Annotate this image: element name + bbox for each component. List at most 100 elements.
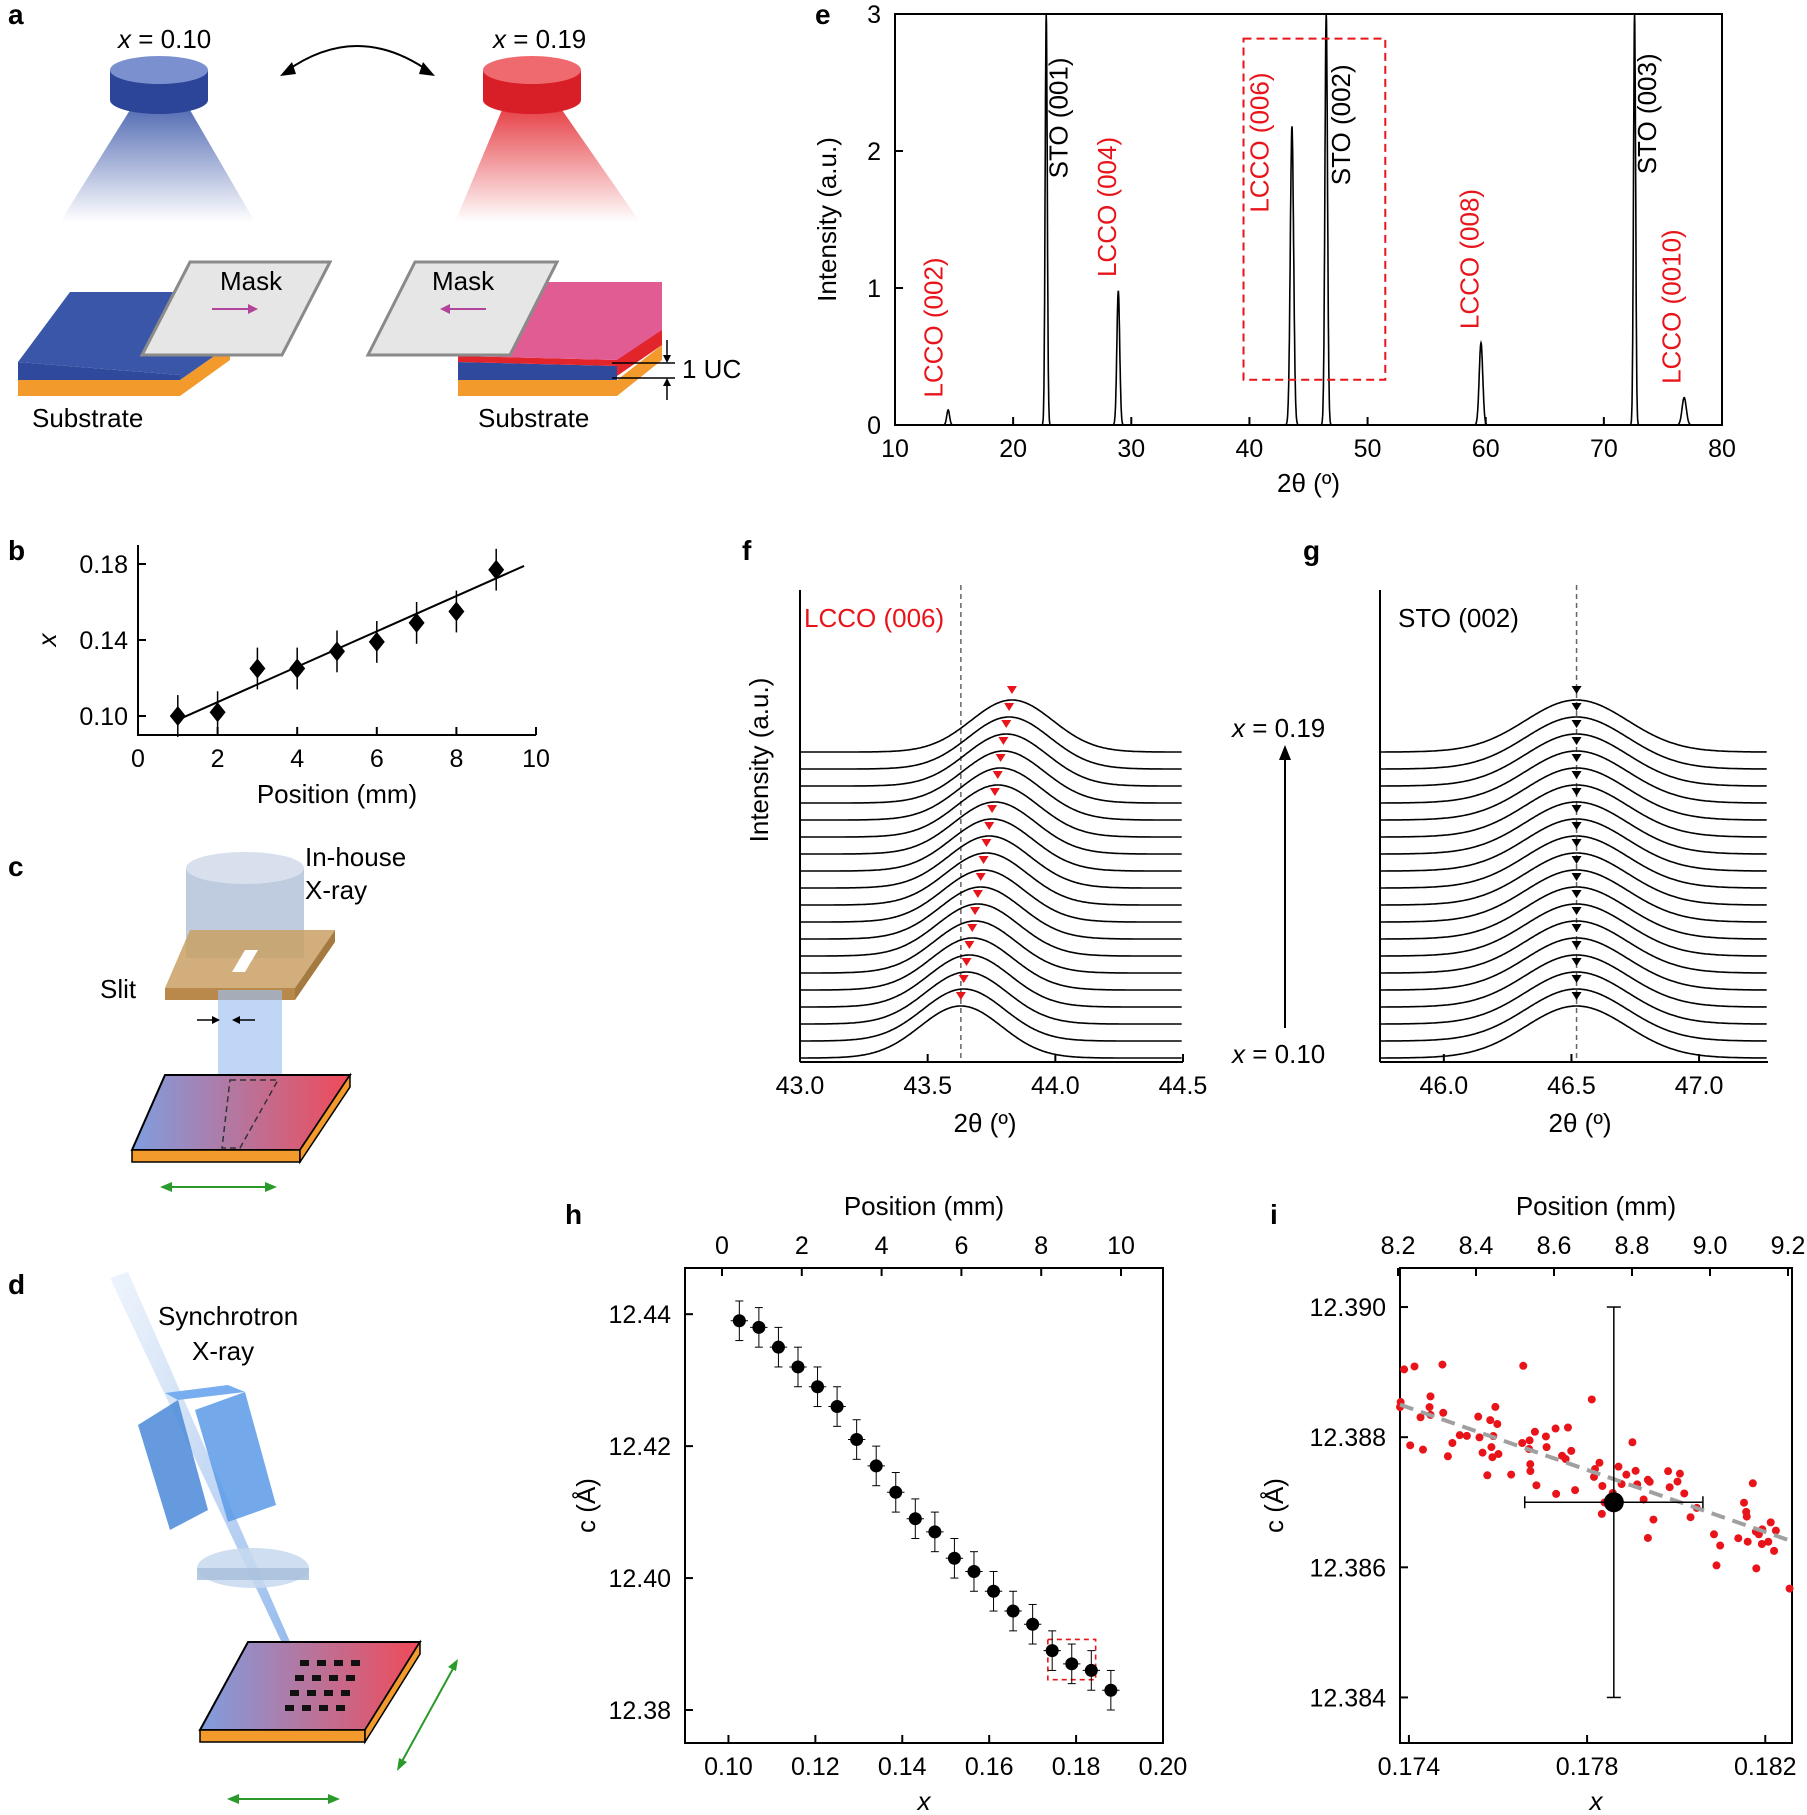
mask-left-arrow-head	[248, 304, 258, 314]
h-xtick-label: 0.14	[878, 1753, 927, 1781]
i-scatter-point	[1631, 1466, 1640, 1475]
b-xtick-label: 8	[449, 745, 463, 773]
e-ytick-label: 1	[867, 275, 881, 303]
i-scatter-point	[1519, 1361, 1528, 1370]
i-scatter-point	[1532, 1481, 1541, 1490]
slit-arrow-left-head	[212, 1016, 220, 1024]
e-peak-label: STO (001)	[1043, 57, 1073, 178]
panel-label-a: a	[8, 0, 24, 30]
h-xtick-label: 0.20	[1139, 1753, 1188, 1781]
scan-arrow-d-y-head-low	[397, 1758, 407, 1771]
h-data-point	[889, 1485, 903, 1499]
chart-g-peak-marker	[1571, 890, 1582, 898]
chart-g-peak-marker	[1571, 839, 1582, 847]
i-scatter-point	[1530, 1427, 1539, 1436]
b-ytick-label: 0.18	[79, 551, 128, 579]
sto-002-label: STO (002)	[1398, 603, 1519, 633]
chart-f-peak-marker	[955, 992, 966, 1000]
grid-spot	[317, 1660, 326, 1666]
i-scatter-point	[1770, 1546, 1779, 1555]
measurement-grid	[285, 1660, 360, 1711]
chart-f-curve	[800, 937, 1182, 991]
focusing-optic-side	[197, 1568, 309, 1580]
b-ylabel: x	[32, 633, 62, 649]
h-data-point	[732, 1314, 746, 1328]
chart-g-peak-marker	[1571, 941, 1582, 949]
grid-spot	[307, 1690, 316, 1696]
i-scatter-point	[1712, 1561, 1721, 1570]
i-scatter-point	[1757, 1540, 1766, 1549]
svg-text:x = 0.10: x = 0.10	[1230, 1039, 1325, 1069]
i-scatter-point	[1493, 1420, 1502, 1429]
grid-spot	[324, 1690, 333, 1696]
i-scatter-point	[1400, 1365, 1409, 1374]
chart-f-xtick-label: 43.5	[903, 1072, 952, 1100]
i-scatter-point	[1525, 1436, 1534, 1445]
i-top-xtick-label: 9.0	[1693, 1232, 1728, 1260]
b-ytick-label: 0.10	[79, 703, 128, 731]
i-ylabel: c (Å)	[1259, 1478, 1289, 1533]
b-ytick-label: 0.14	[79, 627, 128, 655]
sample-d-front	[199, 1729, 366, 1743]
chart-f-peak-marker	[975, 873, 986, 881]
panel-label-c: c	[8, 851, 24, 882]
chart-f-curve	[800, 988, 1182, 1042]
e-ytick-label: 3	[867, 1, 881, 29]
b-data-point	[209, 702, 226, 723]
chart-g-curve	[1380, 801, 1767, 855]
i-scatter-point	[1766, 1518, 1775, 1527]
e-frame	[894, 13, 1723, 426]
right-substrate	[458, 345, 662, 396]
b-xtick-label: 10	[522, 745, 550, 773]
i-scatter-point	[1410, 1362, 1419, 1371]
chart-g-curve	[1380, 886, 1767, 940]
h-ytick-label: 12.38	[608, 1697, 671, 1725]
i-scatter-point	[1597, 1509, 1606, 1518]
chart-f-curve	[800, 835, 1182, 889]
b-data-point	[488, 559, 505, 580]
e-xlabel: 2θ (º)	[1277, 468, 1340, 498]
h-data-point	[987, 1584, 1001, 1598]
chart-g-curve	[1380, 954, 1767, 1008]
i-scatter-point	[1475, 1433, 1484, 1442]
h-data-point	[850, 1433, 864, 1447]
sample-c-front	[131, 1149, 301, 1163]
i-scatter-point	[1686, 1513, 1695, 1522]
e-xtick-label: 20	[999, 435, 1027, 463]
chart-i: 0.174 0.178 0.182 8.2 8.4 8.6 8.8 9.0 9.2 12.384 1…	[1259, 1191, 1805, 1815]
chart-g-peak-marker	[1571, 907, 1582, 915]
right-film-red-edge	[617, 330, 662, 376]
b-xtick-label: 6	[370, 745, 384, 773]
h-ylabel: c (Å)	[571, 1478, 601, 1533]
beam-footprint	[221, 1079, 280, 1149]
h-xtick-label: 0.18	[1052, 1753, 1101, 1781]
panel-label-b: b	[8, 535, 25, 566]
b-data-point	[368, 631, 385, 652]
target-blue-top	[110, 56, 208, 84]
e-peak-label: STO (003)	[1632, 53, 1662, 174]
chart-g-xtick-label: 46.0	[1419, 1072, 1468, 1100]
synchrotron-label: Synchrotron	[158, 1301, 298, 1331]
i-scatter-point	[1709, 1530, 1718, 1539]
plume-blue	[60, 110, 255, 222]
panel-label-h: h	[565, 1199, 582, 1230]
i-scatter-point	[1673, 1477, 1682, 1486]
chart-f-curve	[800, 920, 1182, 974]
panel-label-g: g	[1303, 535, 1320, 566]
h-xtick-label: 0.16	[965, 1753, 1014, 1781]
chart-g-curve	[1380, 869, 1767, 923]
chart-g-peak-marker	[1571, 856, 1582, 864]
chart-f-peak-marker	[964, 941, 975, 949]
chart-f-curve	[800, 1005, 1182, 1059]
b-data-point	[169, 706, 186, 726]
chart-g-peak-marker	[1571, 788, 1582, 796]
h-xtick-label: 0.12	[791, 1753, 840, 1781]
uc-arrow-top-head	[663, 355, 671, 363]
h-data-point	[928, 1525, 942, 1539]
chart-g-peak-marker	[1571, 805, 1582, 813]
h-data-point	[947, 1551, 961, 1565]
panel-label-e: e	[815, 0, 831, 30]
chart-f-curve	[800, 954, 1182, 1008]
f-xlabel: 2θ (º)	[954, 1108, 1017, 1138]
sample-d-side	[364, 1639, 421, 1745]
